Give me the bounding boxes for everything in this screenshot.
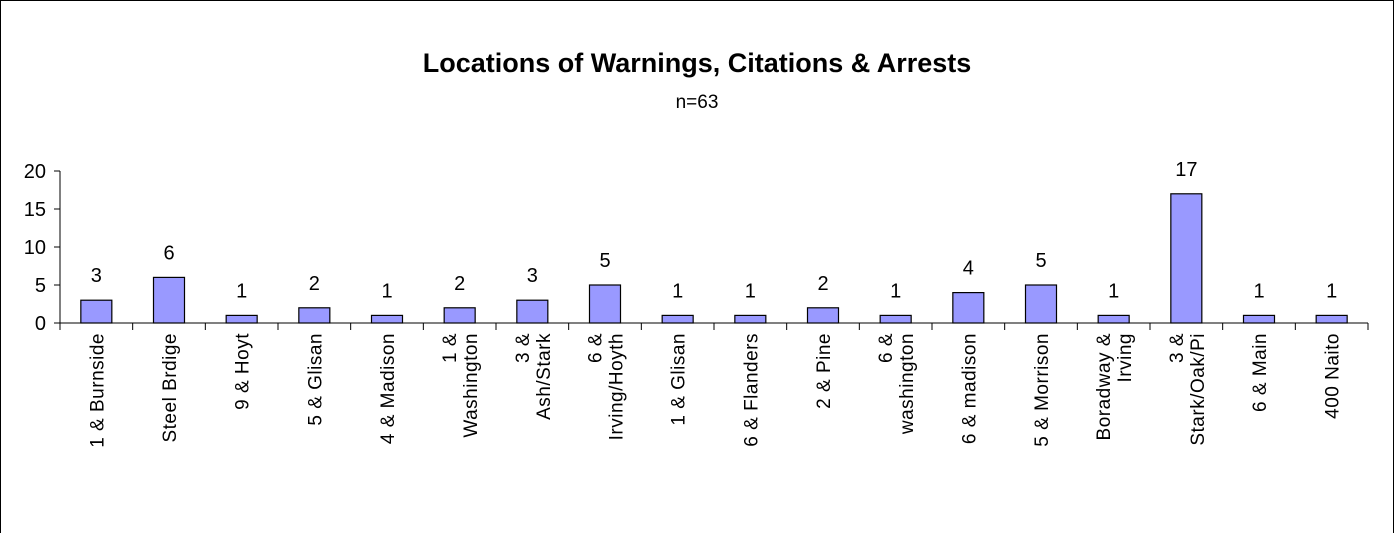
x-tick-label-line: 6 & Main (1250, 333, 1271, 412)
x-tick-label-line: Steel Brdige (160, 333, 181, 443)
x-tick-label-line: Boradway & (1094, 333, 1115, 440)
value-label: 1 (236, 280, 247, 302)
x-tick-label-line: 4 & Madison (378, 333, 399, 444)
bar (1024, 284, 1058, 324)
value-label: 1 (1253, 280, 1264, 302)
chart-title: Locations of Warnings, Citations & Arres… (423, 48, 972, 78)
bar (879, 314, 912, 324)
value-label: 1 (890, 280, 901, 302)
x-tick-label: 6 &washington (876, 333, 918, 435)
x-tick-label: 6 &Irving/Hoyth (586, 333, 628, 440)
bar (952, 292, 985, 324)
x-tick-label: 3 &Stark/Oak/Pi (1167, 333, 1209, 446)
value-label: 3 (91, 265, 102, 287)
bar (1315, 314, 1348, 324)
value-label: 1 (1108, 280, 1119, 302)
value-label: 4 (963, 258, 974, 280)
x-tick-label-line: 400 Naito (1323, 333, 1344, 419)
y-tick-label: 15 (24, 199, 46, 221)
value-label: 6 (163, 242, 174, 264)
x-tick-label: 6 & madison (959, 333, 980, 444)
bar (1242, 314, 1276, 324)
value-label: 2 (817, 273, 828, 295)
value-label: 17 (1175, 159, 1197, 181)
x-tick-label: 1 & Burnside (87, 333, 108, 448)
bar (298, 307, 331, 324)
value-label: 1 (381, 280, 392, 302)
x-tick-label-line: 6 & (586, 333, 607, 363)
bar (225, 314, 258, 324)
x-tick-label: 1 & Glisan (669, 333, 690, 426)
x-tick-label-line: 5 & Glisan (305, 333, 326, 426)
x-tick-label-line: Ash/Stark (534, 333, 555, 420)
value-label: 5 (1035, 250, 1046, 272)
bar (443, 307, 476, 324)
bar (1097, 314, 1130, 324)
x-tick-label-line: 1 & Glisan (669, 333, 690, 426)
x-tick-label: 3 &Ash/Stark (513, 333, 555, 420)
x-tick-label: 4 & Madison (378, 333, 399, 444)
x-tick-label: 400 Naito (1323, 333, 1344, 419)
x-tick-label: 6 & Main (1250, 333, 1271, 412)
x-tick-label-line: 6 & (876, 333, 897, 363)
bar (734, 314, 767, 324)
x-tick-label: Steel Brdige (160, 333, 181, 443)
x-tick-label-line: Washington (461, 333, 482, 438)
value-label: 2 (454, 273, 465, 295)
x-tick-label-line: 1 & Burnside (87, 333, 108, 448)
x-tick-label-line: Irving/Hoyth (607, 333, 628, 440)
bar (80, 299, 113, 324)
bar (516, 299, 549, 324)
y-tick-label: 20 (24, 161, 46, 183)
x-tick-label: Boradway &Irving (1094, 333, 1136, 440)
x-tick-label: 5 & Glisan (305, 333, 326, 426)
x-tick-label-line: 6 & madison (959, 333, 980, 444)
value-label: 5 (599, 250, 610, 272)
x-tick-label-line: 6 & Flanders (741, 333, 762, 447)
x-tick-label-line: 9 & Hoyt (233, 333, 254, 410)
x-tick-label-line: washington (897, 333, 918, 435)
value-label: 3 (527, 265, 538, 287)
y-tick-label: 10 (24, 237, 46, 259)
value-label: 1 (745, 280, 756, 302)
x-tick-label-line: 5 & Morrison (1032, 333, 1053, 447)
value-label: 1 (672, 280, 683, 302)
x-tick-label-line: 3 & (1167, 333, 1188, 363)
y-tick-label: 0 (35, 313, 46, 335)
x-tick-label: 9 & Hoyt (233, 333, 254, 410)
value-label: 1 (1326, 280, 1337, 302)
y-tick-label: 5 (35, 275, 46, 297)
x-tick-label-line: 3 & (513, 333, 534, 363)
x-tick-label: 2 & Pine (814, 333, 835, 409)
bar (806, 307, 840, 324)
chart-subtitle: n=63 (676, 92, 719, 113)
bar (152, 276, 186, 324)
x-tick-label-line: Irving (1115, 333, 1136, 382)
x-tick-label: 1 &Washington (440, 333, 482, 438)
bar (588, 284, 622, 324)
x-tick-label: 6 & Flanders (741, 333, 762, 447)
bar (1170, 193, 1203, 324)
value-label: 2 (309, 273, 320, 295)
x-tick-label-line: Stark/Oak/Pi (1188, 333, 1209, 446)
x-tick-label: 5 & Morrison (1032, 333, 1053, 447)
bar (661, 314, 694, 324)
bar (370, 314, 404, 324)
x-tick-label-line: 2 & Pine (814, 333, 835, 409)
x-tick-label-line: 1 & (440, 333, 461, 363)
